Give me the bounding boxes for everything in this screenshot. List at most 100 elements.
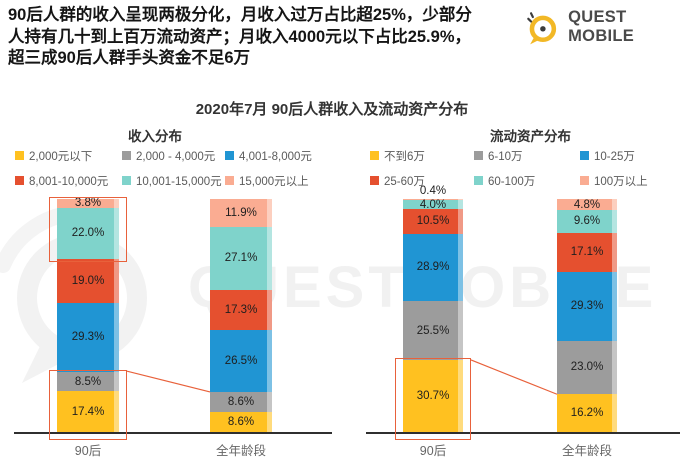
- segment-value-label: 27.1%: [224, 252, 258, 265]
- legend-swatch: [580, 151, 589, 160]
- legend-label: 60-100万: [488, 175, 536, 188]
- assets-legend: 不到6万 6-10万 10-25万 25-60万 60-100万 100万以上: [370, 147, 648, 189]
- legend-swatch: [225, 176, 234, 185]
- segment-value-label: 19.0%: [71, 275, 105, 288]
- x-axis-label: 全年龄段: [215, 444, 266, 458]
- segment-value-label: 8.6%: [227, 395, 255, 408]
- legend-item: 10,001-15,000元: [122, 172, 225, 189]
- x-axis-label: 全年龄段: [561, 444, 612, 458]
- legend-item: 8,001-10,000元: [15, 172, 122, 189]
- legend-item: 2,000 - 4,000元: [122, 147, 225, 164]
- segment-value-label: 23.0%: [570, 361, 604, 374]
- plot-area: 3.8% 22.0% 19.0% 29.3% 8.5% 17.4% 90后 11.9% 27.1…: [0, 185, 686, 465]
- legend-swatch: [15, 176, 24, 185]
- legend-swatch: [370, 176, 379, 185]
- stacked-bar: 11.9% 27.1% 17.3% 26.5% 8.6% 8.6%: [210, 199, 272, 432]
- connector-line: [470, 359, 558, 395]
- bar-segment: 23.0%: [557, 340, 617, 395]
- highlight-box: [49, 369, 127, 440]
- logo-text: QUEST MOBILE: [568, 8, 635, 45]
- bar-segment: 30.7%: [403, 360, 463, 432]
- segment-value-label: 8.5%: [74, 375, 102, 388]
- segment-value-label: 30.7%: [416, 390, 450, 403]
- x-axis-label: 90后: [419, 444, 447, 458]
- bar-segment: 25.5%: [403, 301, 463, 361]
- highlight-box: [395, 358, 471, 440]
- legend-swatch: [474, 151, 483, 160]
- segment-value-label: 0.4%: [419, 185, 447, 197]
- bar-segment: 27.1%: [210, 226, 272, 290]
- bar-segment: 4.0%: [403, 198, 463, 211]
- bar-segment: 26.5%: [210, 330, 272, 392]
- legend-swatch: [580, 176, 589, 185]
- segment-value-label: 17.1%: [570, 246, 604, 259]
- segment-value-label: 4.8%: [573, 198, 601, 211]
- bar-segment: 17.3%: [210, 289, 272, 331]
- segment-value-label: 29.3%: [71, 331, 105, 344]
- legend-label: 2,000元以下: [29, 150, 93, 163]
- legend-swatch: [370, 151, 379, 160]
- legend-item: 10-25万: [580, 147, 648, 164]
- bar-segment: 4.8%: [557, 198, 617, 211]
- bar-segment: 28.9%: [403, 233, 463, 302]
- legend-item: 100万以上: [580, 172, 648, 189]
- legend-swatch: [122, 176, 131, 185]
- x-axis-line: [14, 432, 332, 434]
- chart-title: 2020年7月 90后人群收入及流动资产分布: [195, 101, 469, 118]
- bar-segment: 29.3%: [57, 303, 119, 372]
- legend-item: 不到6万: [370, 147, 474, 164]
- segment-value-label: 16.2%: [570, 407, 604, 420]
- headline-line-2: 人持有几十到上百万流动资产；月收入4000元以下占比25.9%，: [8, 27, 471, 46]
- segment-value-label: 17.3%: [224, 304, 258, 316]
- legend-item: 6-10万: [474, 147, 580, 164]
- bar-segment: 8.6%: [210, 391, 272, 412]
- legend-swatch: [474, 176, 483, 185]
- legend-swatch: [225, 151, 234, 160]
- connector-line: [126, 370, 211, 393]
- x-axis-label: 90后: [74, 444, 102, 458]
- legend-item: 15,000元以上: [225, 172, 312, 189]
- legend-label: 10-25万: [594, 150, 635, 163]
- legend-label: 4,001-8,000元: [239, 150, 312, 163]
- legend-item: 4,001-8,000元: [225, 147, 312, 164]
- bar-segment: 29.3%: [557, 272, 617, 341]
- questmobile-logo-icon: [527, 12, 557, 45]
- segment-value-label: 25.5%: [416, 324, 450, 337]
- income-legend: 2,000元以下 2,000 - 4,000元 4,001-8,000元 8,001-…: [15, 147, 312, 189]
- bar-segment: [403, 199, 463, 200]
- legend-label: 不到6万: [384, 150, 425, 163]
- legend-item: 25-60万: [370, 172, 474, 189]
- segment-value-label: 4.0%: [419, 198, 447, 211]
- bar-segment: 11.9%: [210, 199, 272, 227]
- segment-value-label: 9.6%: [573, 215, 601, 228]
- segment-value-label: 28.9%: [416, 261, 450, 274]
- bar-segment: 17.1%: [557, 232, 617, 273]
- legend-item: 60-100万: [474, 172, 580, 189]
- legend-label: 6-10万: [488, 150, 523, 163]
- questmobile-logo: QUEST MOBILE: [521, 6, 686, 48]
- legend-item: 2,000元以下: [15, 147, 122, 164]
- bar-segment: 16.2%: [557, 394, 617, 432]
- segment-value-label: 17.4%: [71, 405, 105, 418]
- segment-value-label: 11.9%: [225, 206, 257, 219]
- headline: 90后人群的收入呈现两极分化，月收入过万占比超25%，少部分 人持有几十到上百万…: [8, 5, 543, 70]
- legend-label: 10,001-15,000元: [136, 175, 222, 188]
- bar-segment: 9.6%: [557, 210, 617, 233]
- highlight-box: [49, 197, 127, 263]
- bar-segment: 10.5%: [403, 209, 463, 234]
- headline-line-1: 90后人群的收入呈现两极分化，月收入过万占比超25%，少部分: [8, 6, 472, 24]
- segment-value-label: 26.5%: [224, 355, 258, 368]
- segment-value-label: 10.5%: [416, 215, 450, 228]
- x-axis-line: [366, 432, 680, 434]
- stacked-bar: 0.4% 4.0% 10.5% 28.9% 25.5% 30.7%: [403, 185, 463, 432]
- legend-label: 8,001-10,000元: [29, 175, 109, 188]
- legend-label: 100万以上: [594, 175, 648, 188]
- headline-line-3: 超三成90后人群手头资金不足6万: [8, 49, 251, 67]
- assets-chart-subtitle: 流动资产分布: [490, 129, 571, 144]
- income-chart-subtitle: 收入分布: [128, 129, 182, 144]
- legend-swatch: [122, 151, 131, 160]
- legend-swatch: [15, 151, 24, 160]
- bar-segment: 17.4%: [57, 391, 119, 432]
- segment-value-label: 29.3%: [570, 300, 604, 313]
